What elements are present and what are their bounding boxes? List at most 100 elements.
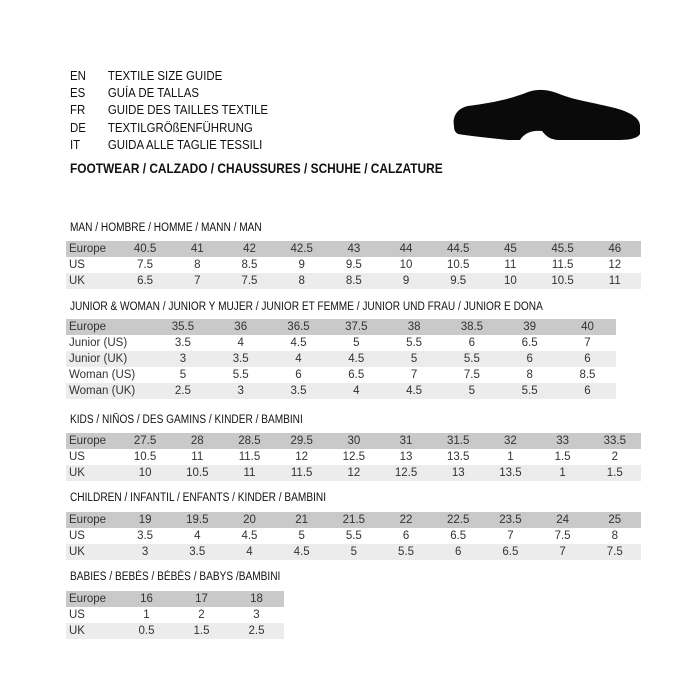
size-cell: 9.5 [345, 259, 362, 271]
size-cell: 41 [190, 243, 204, 255]
row-label: Junior (US) [69, 337, 128, 349]
size-cell: 6.5 [502, 546, 519, 558]
size-cell: 6 [468, 337, 476, 349]
size-cell: 45 [504, 243, 517, 255]
size-cell: 1 [559, 467, 566, 479]
size-cell: 3 [179, 353, 187, 365]
size-cell: 39 [523, 321, 537, 333]
size-cell: 5.5 [406, 337, 423, 349]
table-row: Junior (US) 3.5 4 4.5 5 5.5 6 6.5 7 [66, 335, 617, 351]
size-cell: 4.5 [406, 385, 423, 397]
size-cell: 7 [194, 275, 201, 287]
size-cell: 9 [402, 275, 410, 287]
guide-title-row: FR GUIDE DES TAILLES TEXTILE [70, 101, 268, 118]
size-cell: 10.5 [551, 275, 574, 287]
row-label: US [69, 530, 85, 542]
size-cell: 38 [407, 321, 421, 333]
size-cell: 8.5 [241, 259, 258, 271]
size-cell: 5 [410, 353, 418, 365]
size-cell: 28 [190, 435, 204, 447]
size-cell: 40 [581, 321, 594, 333]
size-cell: 13.5 [499, 467, 522, 479]
size-cell: 9 [298, 259, 305, 271]
size-cell: 7 [559, 546, 566, 558]
size-cell: 5 [298, 530, 305, 542]
size-cell: 2 [611, 451, 618, 463]
size-cell: 3 [237, 385, 244, 397]
size-cell: 4 [353, 385, 360, 397]
size-cell: 3.5 [189, 546, 206, 558]
size-cell: 6.5 [348, 369, 365, 381]
size-cell: 6 [295, 369, 302, 381]
size-cell: 11.5 [290, 467, 313, 479]
guide-title: GUIDA ALLE TAGLIE TESSILI [107, 136, 263, 152]
table-row: Woman (UK) 2.5 3 3.5 4 4.5 5 5.5 6 [66, 383, 617, 399]
size-cell: 4.5 [241, 530, 258, 542]
size-cell: 5 [179, 369, 187, 381]
size-cell: 27.5 [133, 435, 157, 447]
size-cell: 2.5 [174, 385, 191, 397]
guide-title-row: ES GUÍA DE TALLAS [70, 84, 268, 101]
size-cell: 44 [399, 243, 413, 255]
size-cell: 35.5 [171, 321, 195, 333]
guide-title-row: IT GUIDA ALLE TAGLIE TESSILI [70, 136, 268, 153]
size-cell: 13.5 [447, 451, 470, 463]
size-cell: 3 [141, 546, 149, 558]
size-cell: 5 [468, 385, 476, 397]
language-code: EN [70, 68, 86, 83]
size-cell: 5.5 [521, 385, 538, 397]
size-cell: 30 [347, 435, 361, 447]
size-cell: 2 [198, 609, 205, 621]
row-label: Woman (US) [69, 369, 136, 381]
size-cell: 7.5 [137, 259, 154, 271]
size-table: Europe 35.5 36 36.5 37.5 38 38.5 39 40 Junior (US… [66, 319, 617, 399]
size-cell: 4 [246, 546, 253, 558]
size-cell: 6 [402, 530, 410, 542]
size-cell: 8 [194, 259, 201, 271]
size-cell: 17 [195, 593, 208, 605]
section-title: MAN / HOMBRE / HOMME / MANN / MAN [70, 222, 262, 234]
language-code: IT [70, 136, 81, 152]
size-cell: 44.5 [447, 243, 470, 255]
row-label: US [69, 451, 85, 463]
row-label: UK [69, 467, 85, 479]
table-row: US 7.5 8 8.5 9 9.5 10 10.5 11 11.5 12 [66, 257, 641, 273]
size-cell: 11.5 [238, 451, 261, 463]
size-cell: 10 [138, 467, 152, 479]
size-cell: 45.5 [551, 243, 574, 255]
table-row: Europe 40.5 41 42 42.5 43 44 44.5 45 45.5 46 [66, 241, 641, 257]
size-cell: 37.5 [345, 321, 368, 333]
size-cell: 7 [584, 337, 591, 349]
table-row: US 10.5 11 11.5 12 12.5 13 13.5 1 1.5 2 [66, 449, 641, 465]
size-cell: 12 [608, 259, 622, 271]
row-label: Woman (UK) [69, 385, 136, 397]
language-code: DE [70, 119, 86, 135]
size-cell: 7 [410, 369, 418, 381]
size-cell: 33 [556, 435, 569, 447]
size-cell: 20 [243, 514, 256, 526]
size-cell: 11 [243, 467, 256, 479]
size-cell: 19 [138, 514, 152, 526]
size-cell: 8 [526, 369, 533, 381]
size-cell: 21.5 [342, 514, 366, 526]
guide-title-row: EN TEXTILE SIZE GUIDE [70, 67, 268, 84]
table-row: UK 10 10.5 11 11.5 12 12.5 13 13.5 1 1.5 [66, 465, 641, 481]
size-cell: 8.5 [345, 275, 362, 287]
size-cell: 10 [399, 259, 413, 271]
size-cell: 3.5 [137, 530, 154, 542]
size-cell: 43 [347, 243, 361, 255]
size-cell: 10.5 [133, 451, 157, 463]
size-cell: 22 [399, 514, 413, 526]
size-cell: 4.5 [348, 353, 365, 365]
table-row: US 3.5 4 4.5 5 5.5 6 6.5 7 7.5 8 [66, 528, 641, 544]
size-cell: 36.5 [287, 321, 310, 333]
size-cell: 6 [526, 353, 533, 365]
row-label: UK [69, 546, 85, 558]
table-row: Europe 35.5 36 36.5 37.5 38 38.5 39 40 [66, 319, 617, 335]
size-cell: 1 [143, 609, 150, 621]
size-cell: 6.5 [450, 530, 467, 542]
shoe-icon [453, 89, 640, 140]
section-title: KIDS / NIÑOS / DES GAMINS / KINDER / BAM… [70, 414, 303, 426]
size-cell: 42 [243, 243, 256, 255]
size-cell: 9.5 [450, 275, 467, 287]
